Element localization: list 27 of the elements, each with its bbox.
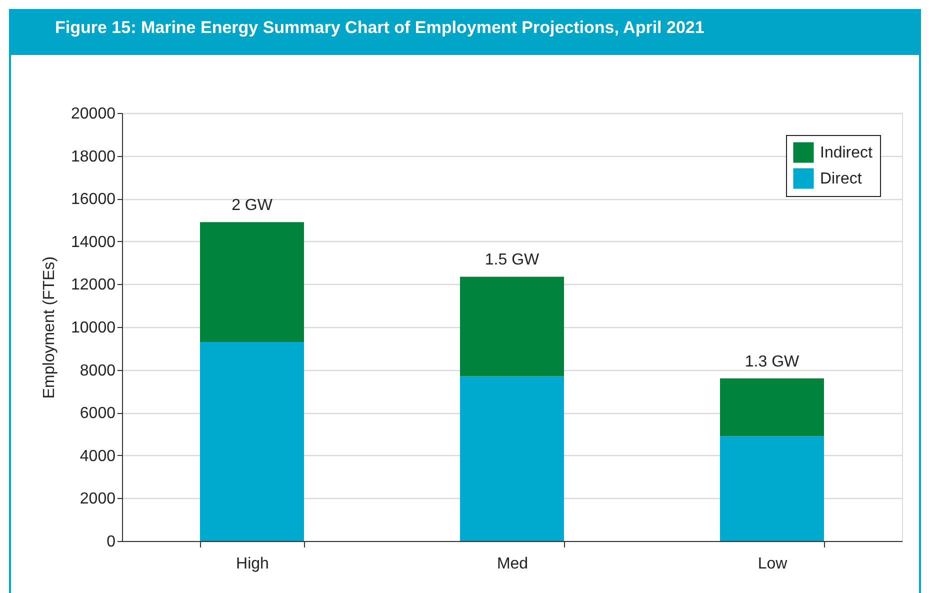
bar: [720, 378, 824, 436]
y-tick-label: 20000: [71, 106, 116, 122]
annotation: 2 GW: [232, 197, 274, 214]
bar: [200, 342, 304, 541]
y-tick-label: 14000: [71, 234, 116, 251]
y-tick-label: 0: [106, 534, 116, 550]
y-axis-title: Employment (FTEs): [41, 256, 58, 399]
y-tick-label: 4000: [80, 448, 116, 465]
bar: [720, 436, 824, 541]
chart-title: Figure 15: Marine Energy Summary Chart of Employment Projections, April 2021: [55, 18, 704, 37]
annotation: 1.3 GW: [744, 353, 800, 370]
y-tick-label: 2000: [80, 490, 116, 508]
legend-label: Indirect: [820, 144, 874, 162]
legend-label: Direct: [820, 170, 862, 188]
annotation: 1.5 GW: [484, 252, 540, 269]
bar: [200, 222, 304, 342]
y-tick-label: 10000: [71, 320, 116, 336]
bar: [460, 276, 564, 376]
x-tick-label: High: [236, 556, 269, 572]
y-tick-label: 18000: [71, 148, 116, 166]
x-tick-label: Med: [496, 556, 528, 572]
y-tick-label: 6000: [80, 405, 116, 422]
bar: [460, 376, 564, 541]
x-tick-label: Low: [758, 556, 788, 572]
y-tick-label: 16000: [71, 191, 116, 208]
y-tick-label: 8000: [80, 362, 116, 380]
y-tick-label: 12000: [71, 276, 116, 294]
